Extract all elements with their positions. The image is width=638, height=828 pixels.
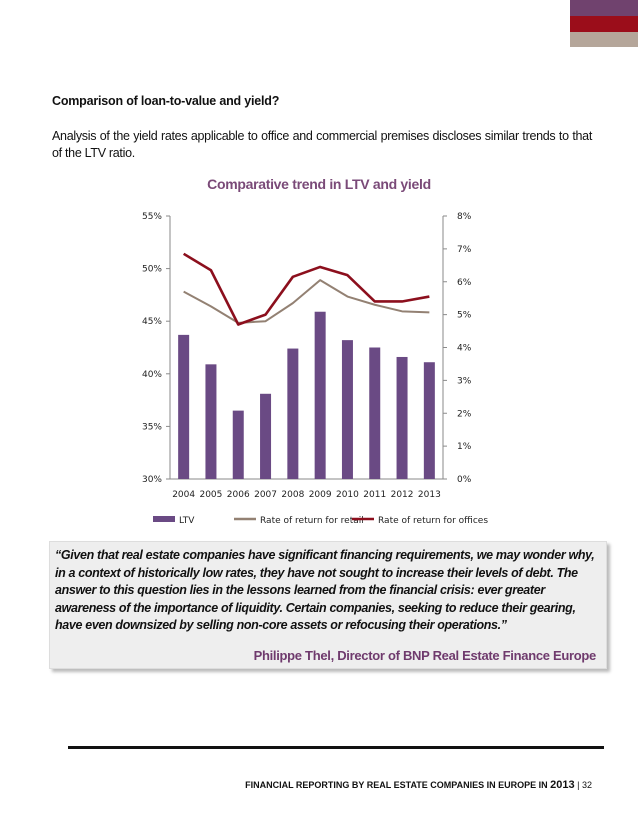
footer-rule: [68, 746, 604, 749]
right-tick-label: 1%: [457, 442, 472, 452]
right-tick-label: 7%: [457, 245, 472, 255]
right-tick-label: 6%: [457, 278, 472, 288]
footer-separator: |: [577, 780, 580, 790]
header-decoration-middle: [570, 16, 638, 32]
x-tick-label: 2006: [227, 490, 250, 500]
page-number: 32: [581, 780, 592, 790]
x-tick-label: 2007: [254, 490, 277, 500]
left-tick-label: 35%: [142, 422, 162, 432]
ltv-bar: [232, 410, 244, 479]
section-paragraph: Analysis of the yield rates applicable t…: [52, 129, 592, 160]
x-tick-label: 2010: [336, 490, 359, 500]
right-tick-label: 3%: [457, 376, 472, 386]
ltv-bar: [178, 334, 190, 479]
section-heading: Comparison of loan-to-value and yield?: [52, 94, 280, 108]
ltv-yield-chart: 30% 35% 40% 45% 50% 55% 0% 1% 2% 3% 4% 5% 6% 7% 8% 2004…: [142, 212, 488, 526]
right-tick-label: 2%: [457, 409, 472, 419]
ltv-bar: [260, 393, 272, 479]
right-tick-label: 0%: [457, 475, 472, 485]
legend-offices-label: Rate of return for offices: [378, 516, 488, 526]
legend-ltv-swatch: [153, 516, 175, 522]
retail-line: [183, 279, 430, 324]
ltv-bar: [314, 311, 326, 479]
ltv-bar: [423, 362, 435, 479]
x-tick-label: 2008: [281, 490, 304, 500]
footer-year: 2013: [550, 779, 575, 791]
quote-text: “Given that real estate companies have s…: [55, 548, 595, 632]
header-decoration-bottom: [570, 32, 638, 47]
ltv-bar: [287, 348, 299, 479]
x-tick-label: 2009: [309, 490, 332, 500]
left-tick-label: 45%: [142, 317, 162, 327]
legend-ltv-label: LTV: [179, 516, 195, 526]
footer: FINANCIAL REPORTING BY REAL ESTATE COMPA…: [245, 779, 592, 791]
ltv-bar: [369, 347, 381, 479]
x-tick-label: 2005: [199, 490, 222, 500]
x-tick-label: 2012: [391, 490, 414, 500]
right-tick-label: 5%: [457, 311, 472, 321]
x-tick-label: 2011: [363, 490, 386, 500]
chart-title: Comparative trend in LTV and yield: [207, 176, 431, 192]
legend-retail-label: Rate of return for retail: [260, 516, 364, 526]
right-tick-label: 4%: [457, 344, 472, 354]
x-tick-label: 2004: [172, 490, 195, 500]
right-tick-label: 8%: [457, 212, 472, 222]
ltv-bar: [205, 364, 217, 479]
header-decoration-top: [570, 0, 638, 16]
footer-title: FINANCIAL REPORTING BY REAL ESTATE COMPA…: [245, 780, 551, 790]
left-tick-label: 40%: [142, 370, 162, 380]
left-tick-label: 55%: [142, 212, 162, 222]
offices-line: [182, 252, 430, 326]
ltv-bar: [396, 356, 408, 479]
quote-box: [49, 541, 607, 669]
quote-author: Philippe Thel, Director of BNP Real Esta…: [253, 648, 597, 663]
left-tick-label: 50%: [142, 265, 162, 275]
x-tick-label: 2013: [418, 490, 441, 500]
left-tick-label: 30%: [142, 475, 162, 485]
ltv-bar: [341, 340, 353, 479]
